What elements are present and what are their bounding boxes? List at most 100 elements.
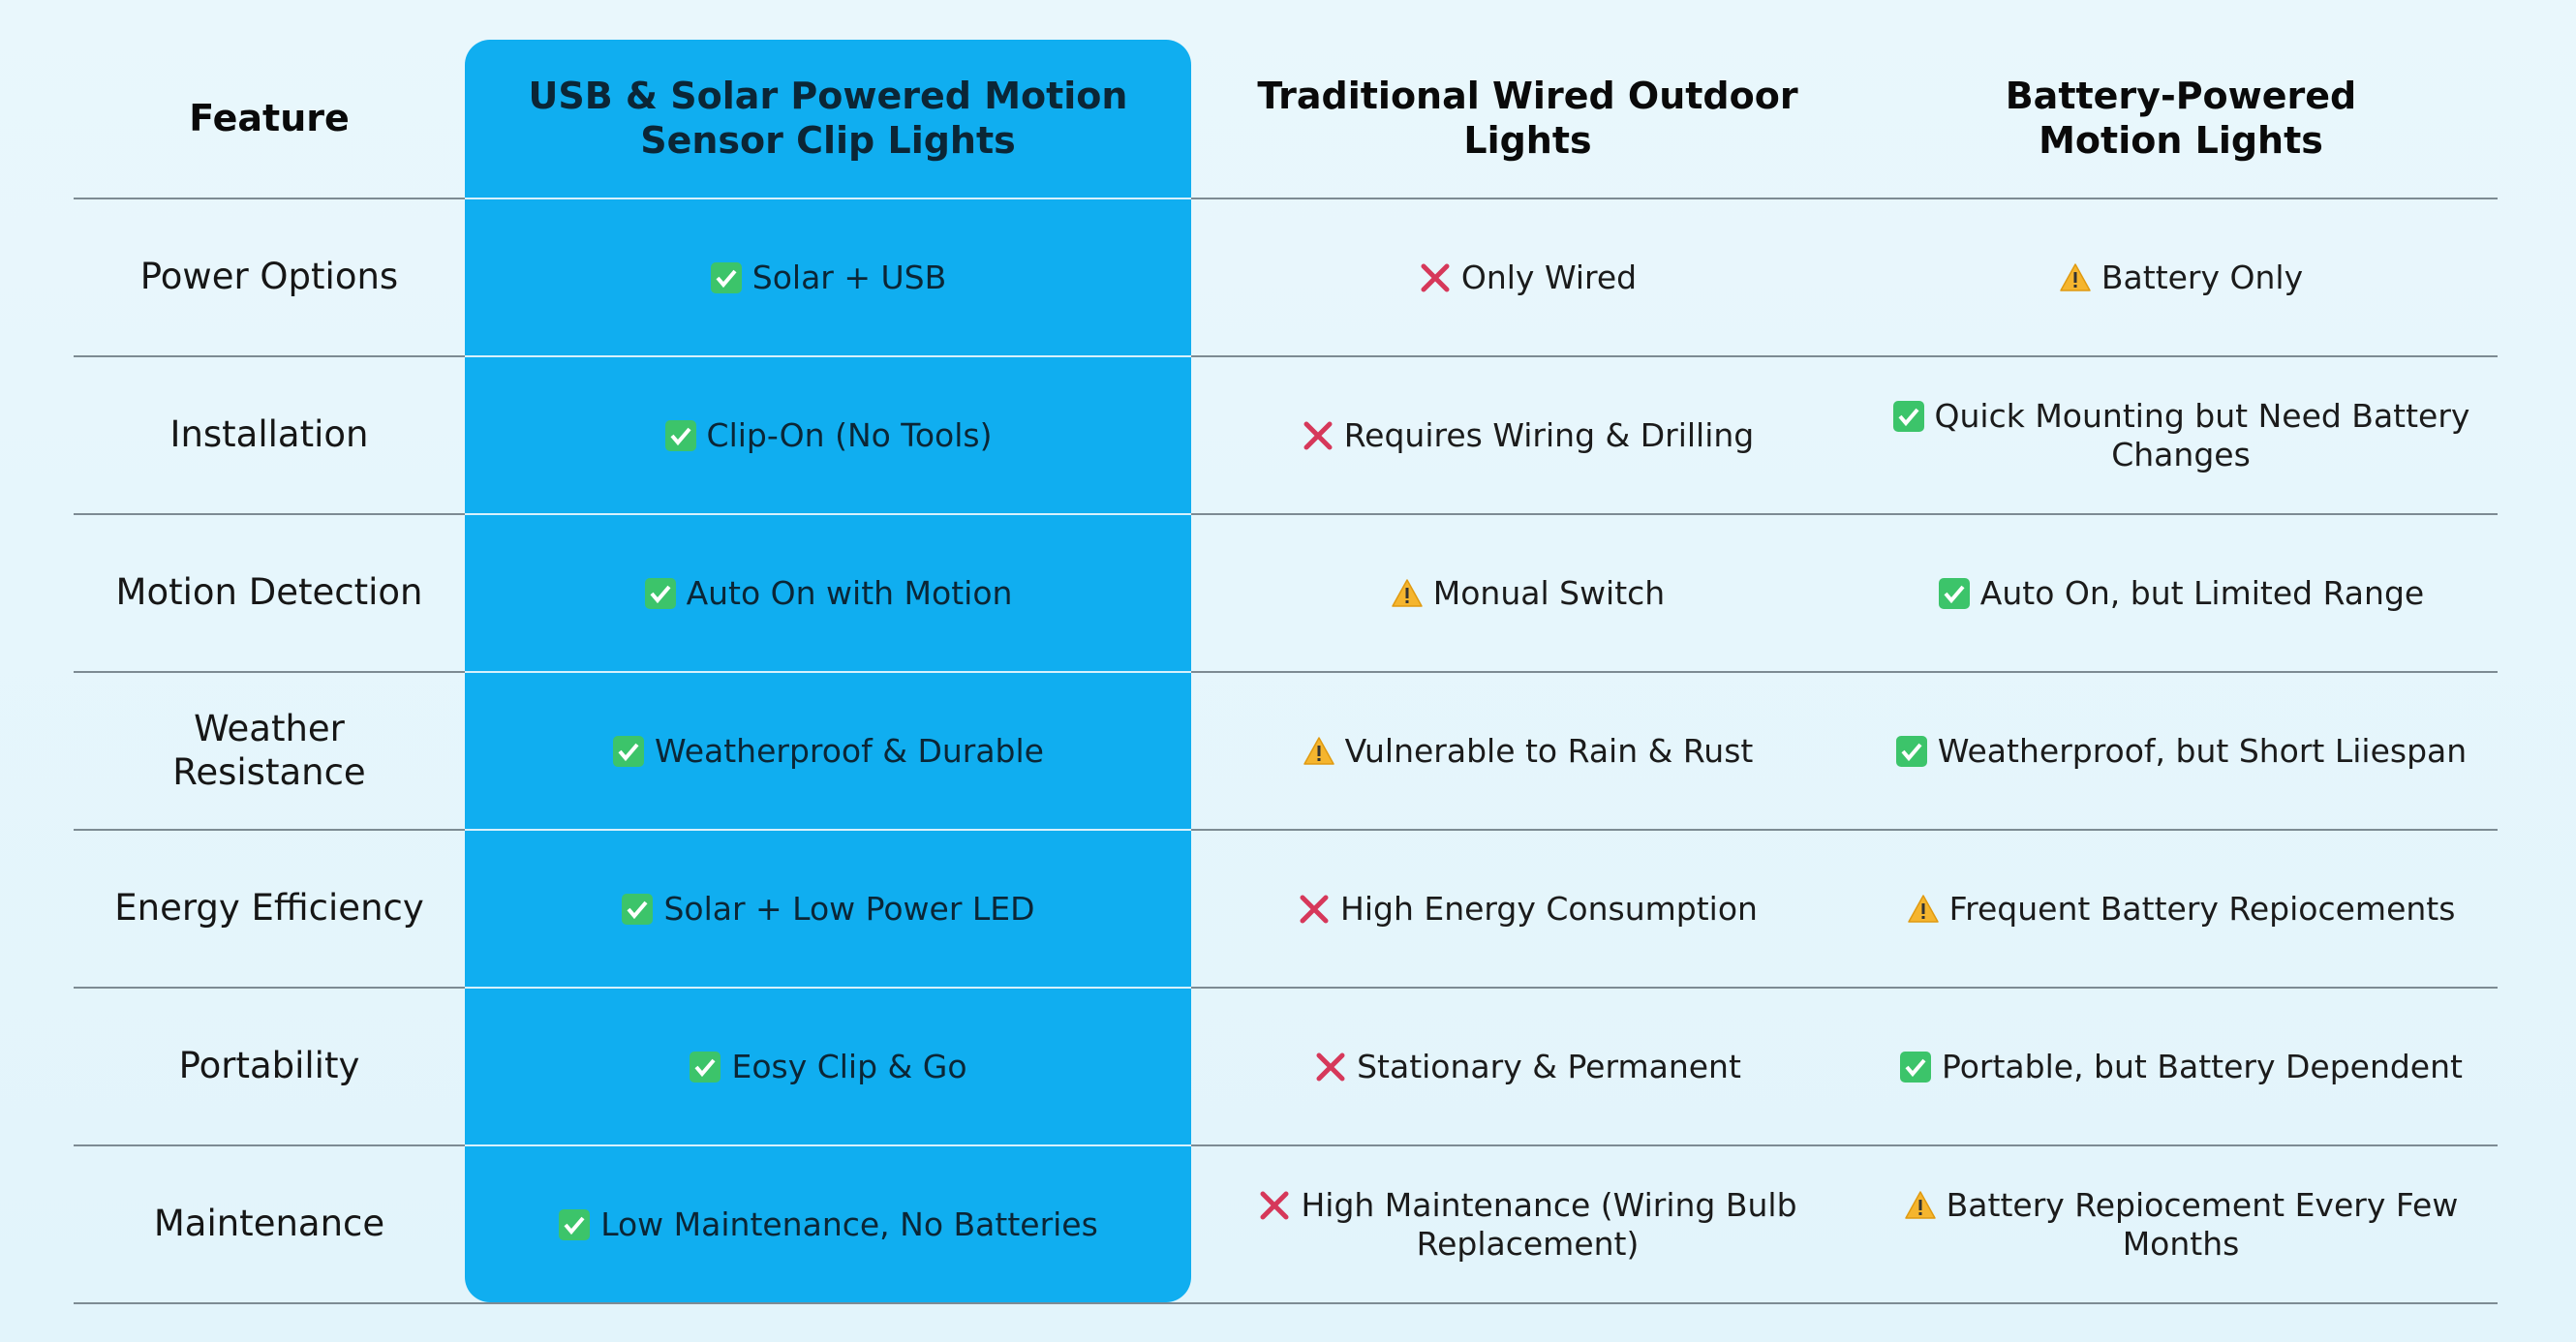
value-cell: Low Maintenance, No Batteries [465,1145,1191,1303]
cell-text: Portable, but Battery Dependent [1942,1047,2463,1085]
value-cell: Frequent Battery Repiocements [1864,830,2498,988]
cell-text: Quick Mounting but Need Battery Changes [1934,396,2470,473]
cell-text: Vulnerable to Rain & Rust [1344,731,1754,770]
value-cell: Stationary & Permanent [1191,988,1864,1145]
cross-icon [1316,1052,1345,1082]
cell-text: High Maintenance (Wiring Bulb Replacemen… [1301,1185,1797,1263]
cell-text: Auto On, but Limited Range [1979,573,2425,612]
cross-icon [1303,421,1333,450]
warning-icon [1392,578,1423,607]
value-cell: Quick Mounting but Need Battery Changes [1864,356,2498,514]
value-cell: Clip-On (No Tools) [465,356,1191,514]
value-cell: Solar + Low Power LED [465,830,1191,988]
cell-text: Weatherproof, but Short Liiespan [1937,731,2468,770]
feature-cell: Portability [74,988,465,1145]
cross-icon [1421,263,1450,292]
check-icon [710,261,742,293]
cell-text: Battery-Powered Motion Lights [2005,75,2357,162]
row-divider-highlight [465,513,1191,515]
row-divider-highlight [465,987,1191,989]
cell-text: Solar + USB [751,258,947,296]
feature-cell: Energy Efficiency [74,830,465,988]
check-icon [1938,577,1970,609]
cell-text: High Energy Consumption [1340,889,1758,928]
value-cell: Requires Wiring & Drilling [1191,356,1864,514]
feature-cell: Motion Detection [74,514,465,672]
value-cell: Auto On with Motion [465,514,1191,672]
row-divider-highlight [465,671,1191,673]
row-divider-highlight [465,198,1191,199]
check-icon [1895,735,1927,767]
value-cell: Vulnerable to Rain & Rust [1191,672,1864,830]
value-cell: High Maintenance (Wiring Bulb Replacemen… [1191,1145,1864,1303]
check-icon [559,1208,591,1240]
check-icon [644,577,676,609]
check-icon [664,419,696,451]
row-divider [74,1144,2498,1146]
check-icon [613,735,644,767]
value-cell: Solar + USB [465,198,1191,356]
cell-text: Energy Efficiency [114,887,424,930]
row-divider-highlight [465,829,1191,831]
value-cell: Auto On, but Limited Range [1864,514,2498,672]
row-divider [74,355,2498,357]
cell-text: Maintenance [153,1203,385,1245]
cell-text: Low Maintenance, No Batteries [600,1205,1098,1243]
cell-text: Only Wired [1460,258,1638,296]
row-divider [74,198,2498,199]
cell-text: Auto On with Motion [686,573,1013,612]
cross-icon [1260,1191,1289,1220]
cell-text: Portability [178,1045,360,1087]
row-divider [74,987,2498,989]
warning-icon [2060,262,2091,291]
cell-text: Eosy Clip & Go [731,1047,967,1085]
row-divider [74,671,2498,673]
value-cell: Eosy Clip & Go [465,988,1191,1145]
feature-cell: Weather Resistance [74,672,465,830]
check-icon [690,1051,721,1083]
cell-text: Frequent Battery Repiocements [1948,889,2456,928]
value-cell: Weatherproof, but Short Liiespan [1864,672,2498,830]
cell-text: Feature [189,97,350,140]
warning-icon [1904,1191,1936,1219]
cell-text: Installation [169,413,369,456]
check-icon [1892,400,1924,432]
row-divider [74,513,2498,515]
cross-icon [1300,895,1329,924]
row-divider-highlight [465,1144,1191,1146]
value-cell: Battery Repiocement Every Few Months [1864,1145,2498,1303]
value-cell: Weatherproof & Durable [465,672,1191,830]
cell-text: Power Options [139,256,399,298]
value-cell: Battery Only [1864,198,2498,356]
cell-text: Traditional Wired Outdoor Lights [1257,75,1798,162]
feature-cell: Installation [74,356,465,514]
cell-text: USB & Solar Powered Motion Sensor Clip L… [528,75,1128,162]
feature-cell: Maintenance [74,1145,465,1303]
row-divider [74,1302,2498,1304]
value-cell: High Energy Consumption [1191,830,1864,988]
feature-cell: Power Options [74,198,465,356]
cell-text: Solar + Low Power LED [663,889,1035,928]
cell-text: Motion Detection [115,571,423,614]
header-cell: Traditional Wired Outdoor Lights [1191,40,1864,198]
header-cell: USB & Solar Powered Motion Sensor Clip L… [465,40,1191,198]
row-divider [74,829,2498,831]
cell-text: Battery Only [2101,258,2304,296]
cell-text: Clip-On (No Tools) [706,415,993,454]
warning-icon [1303,736,1334,765]
cell-text: Monual Switch [1432,573,1666,612]
check-icon [1900,1051,1932,1083]
check-icon [622,893,654,925]
cell-text: Weatherproof & Durable [655,731,1044,770]
value-cell: Only Wired [1191,198,1864,356]
cell-text: Weather Resistance [172,708,366,793]
header-cell: Feature [74,40,465,198]
value-cell: Monual Switch [1191,514,1864,672]
cell-text: Stationary & Permanent [1357,1047,1741,1085]
cell-text: Requires Wiring & Drilling [1343,415,1755,454]
header-cell: Battery-Powered Motion Lights [1864,40,2498,198]
value-cell: Portable, but Battery Dependent [1864,988,2498,1145]
row-divider-highlight [465,355,1191,357]
cell-text: Battery Repiocement Every Few Months [1946,1185,2459,1263]
